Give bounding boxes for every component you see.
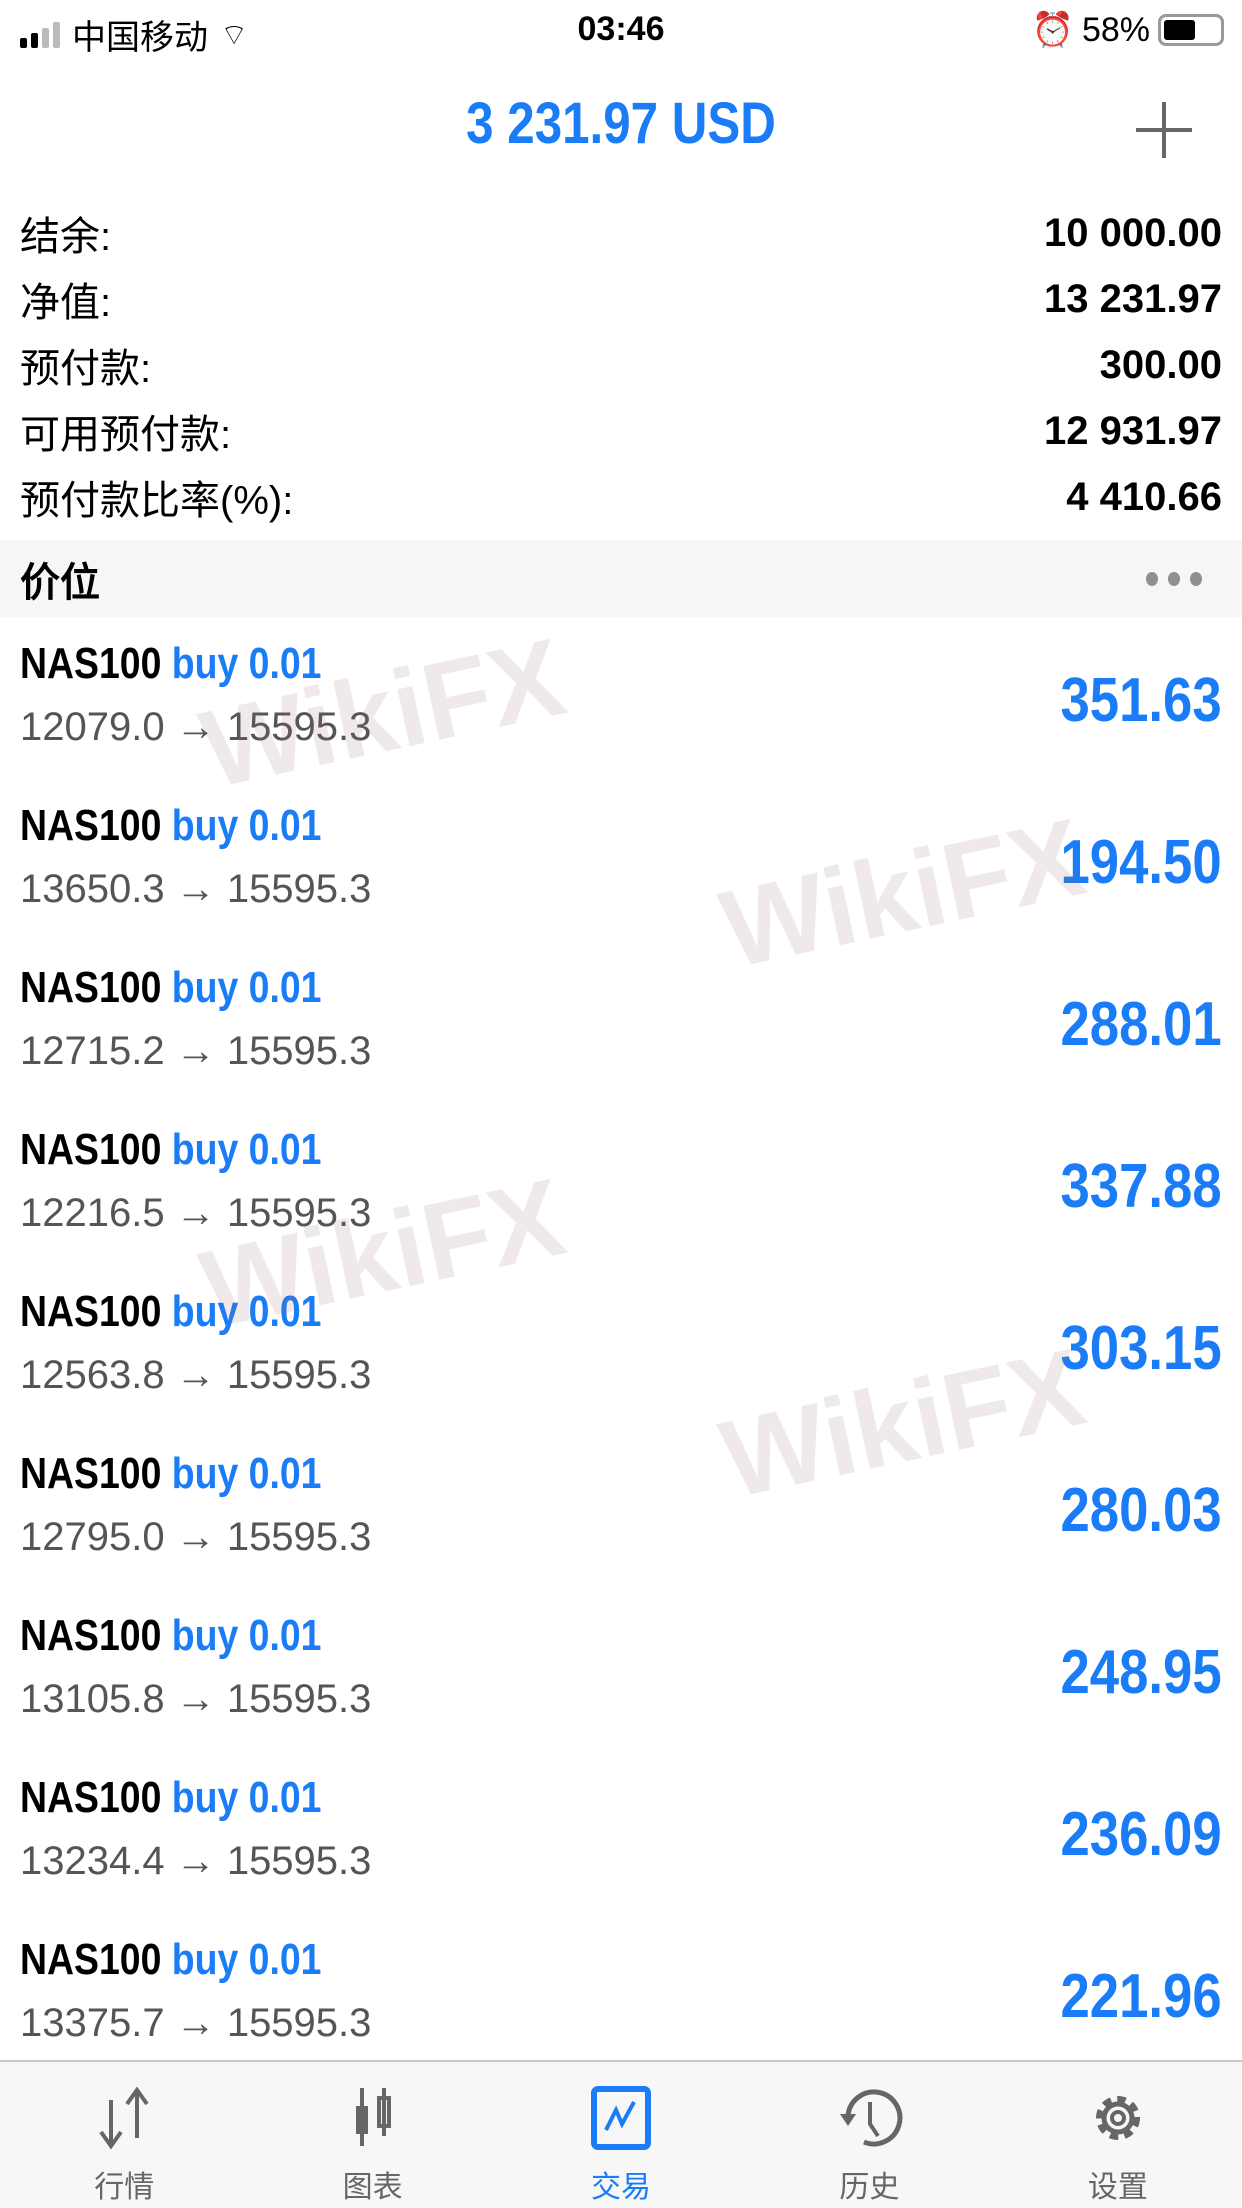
position-row[interactable]: NAS100 buy 0.01 12563.8 → 15595.3 303.15 (0, 1265, 1242, 1427)
clock: 03:46 (577, 10, 665, 48)
header: 3 231.97 USD (0, 82, 1242, 172)
position-row[interactable]: NAS100 buy 0.01 13650.3 → 15595.3 194.50 (0, 779, 1242, 941)
tab-label: 交易 (591, 2171, 652, 2204)
tab-bar: 行情 图表 交易 历史 设置 (0, 2060, 1242, 2208)
summary-value: 13 231.97 (1044, 276, 1222, 321)
position-symbol: NAS100 (20, 1287, 162, 1336)
position-profit: 303.15 (1060, 1314, 1222, 1383)
battery-percent: 58% (1081, 10, 1150, 49)
position-side: buy 0.01 (171, 1935, 322, 1984)
status-bar: 中国移动 ⌔ 03:46 ⏰ 58% (0, 0, 1242, 62)
tab-label: 图表 (342, 2171, 403, 2204)
position-row[interactable]: NAS100 buy 0.01 13375.7 → 15595.3 221.96 (0, 1913, 1242, 2075)
position-side: buy 0.01 (171, 1287, 322, 1336)
position-prices: 12795.0 → 15595.3 (20, 1515, 372, 1559)
tab-label: 行情 (94, 2171, 155, 2204)
position-symbol: NAS100 (20, 1935, 162, 1984)
signal-icon (20, 21, 60, 48)
summary-value: 4 410.66 (1066, 474, 1222, 519)
position-side: buy 0.01 (171, 1611, 322, 1660)
summary-row: 预付款比率(%): 4 410.66 (0, 464, 1242, 530)
position-prices: 12079.0 → 15595.3 (20, 705, 372, 749)
tab-label: 设置 (1087, 2171, 1148, 2204)
position-profit: 337.88 (1060, 1152, 1222, 1221)
position-prices: 13234.4 → 15595.3 (20, 1839, 372, 1883)
position-symbol: NAS100 (20, 639, 162, 688)
battery-icon (1158, 14, 1224, 46)
position-prices: 12563.8 → 15595.3 (20, 1353, 372, 1397)
position-profit: 280.03 (1060, 1476, 1222, 1545)
position-symbol: NAS100 (20, 1773, 162, 1822)
summary-row: 预付款: 300.00 (0, 332, 1242, 398)
summary-value: 12 931.97 (1044, 408, 1222, 453)
account-summary: 结余: 10 000.00 净值: 13 231.97 预付款: 300.00 可用预付款:… (0, 200, 1242, 530)
position-prices: 13650.3 → 15595.3 (20, 867, 372, 911)
position-symbol: NAS100 (20, 963, 162, 1012)
position-side: buy 0.01 (171, 1125, 322, 1174)
position-prices: 13105.8 → 15595.3 (20, 1677, 372, 1721)
plus-icon[interactable] (1136, 102, 1192, 158)
position-symbol: NAS100 (20, 1611, 162, 1660)
position-profit: 351.63 (1060, 666, 1222, 735)
history-icon (840, 2089, 903, 2147)
position-row[interactable]: NAS100 buy 0.01 13105.8 → 15595.3 248.95 (0, 1589, 1242, 1751)
tab-history[interactable]: 历史 (745, 2062, 993, 2208)
more-icon[interactable] (1146, 571, 1202, 586)
summary-row: 结余: 10 000.00 (0, 200, 1242, 266)
positions-list: NAS100 buy 0.01 12079.0 → 15595.3 351.63 NA… (0, 617, 1242, 2075)
wifi-icon: ⌔ (220, 18, 249, 52)
position-side: buy 0.01 (171, 639, 322, 688)
position-side: buy 0.01 (171, 801, 322, 850)
positions-header: 价位 (0, 540, 1242, 617)
summary-label: 结余: (20, 215, 112, 259)
carrier: 中国移动 (72, 19, 208, 57)
profit-title: 3 231.97 USD (466, 91, 776, 156)
position-row[interactable]: NAS100 buy 0.01 12216.5 → 15595.3 337.88 (0, 1103, 1242, 1265)
tab-charts[interactable]: 图表 (248, 2062, 496, 2208)
position-side: buy 0.01 (171, 1449, 322, 1498)
position-profit: 248.95 (1060, 1638, 1222, 1707)
tab-settings[interactable]: 设置 (994, 2062, 1242, 2208)
tab-label: 历史 (839, 2171, 900, 2204)
tab-trade[interactable]: 交易 (497, 2062, 745, 2208)
position-profit: 221.96 (1060, 1962, 1222, 2031)
candlestick-icon (355, 2088, 391, 2146)
position-symbol: NAS100 (20, 1449, 162, 1498)
summary-row: 净值: 13 231.97 (0, 266, 1242, 332)
summary-value: 10 000.00 (1044, 210, 1222, 255)
summary-value: 300.00 (1099, 342, 1222, 387)
summary-label: 可用预付款: (20, 413, 232, 457)
summary-label: 净值: (20, 281, 112, 325)
position-side: buy 0.01 (171, 963, 322, 1012)
position-side: buy 0.01 (171, 1773, 322, 1822)
summary-label: 预付款: (20, 347, 152, 391)
position-row[interactable]: NAS100 buy 0.01 12795.0 → 15595.3 280.03 (0, 1427, 1242, 1589)
quotes-arrows-icon (99, 2086, 149, 2150)
summary-label: 预付款比率(%): (20, 479, 294, 523)
trade-chart-icon (591, 2086, 652, 2150)
position-profit: 288.01 (1060, 990, 1222, 1059)
alarm-icon: ⏰ (1031, 11, 1074, 49)
gear-icon (1095, 2096, 1140, 2140)
tab-quotes[interactable]: 行情 (0, 2062, 248, 2208)
summary-row: 可用预付款: 12 931.97 (0, 398, 1242, 464)
position-row[interactable]: NAS100 buy 0.01 13234.4 → 15595.3 236.09 (0, 1751, 1242, 1913)
position-row[interactable]: NAS100 buy 0.01 12715.2 → 15595.3 288.01 (0, 941, 1242, 1103)
position-symbol: NAS100 (20, 1125, 162, 1174)
position-prices: 13375.7 → 15595.3 (20, 2001, 372, 2045)
position-row[interactable]: NAS100 buy 0.01 12079.0 → 15595.3 351.63 (0, 617, 1242, 779)
section-title: 价位 (20, 560, 100, 605)
position-prices: 12715.2 → 15595.3 (20, 1029, 372, 1073)
position-symbol: NAS100 (20, 801, 162, 850)
position-prices: 12216.5 → 15595.3 (20, 1191, 372, 1235)
position-profit: 194.50 (1060, 828, 1222, 897)
position-profit: 236.09 (1060, 1800, 1222, 1869)
